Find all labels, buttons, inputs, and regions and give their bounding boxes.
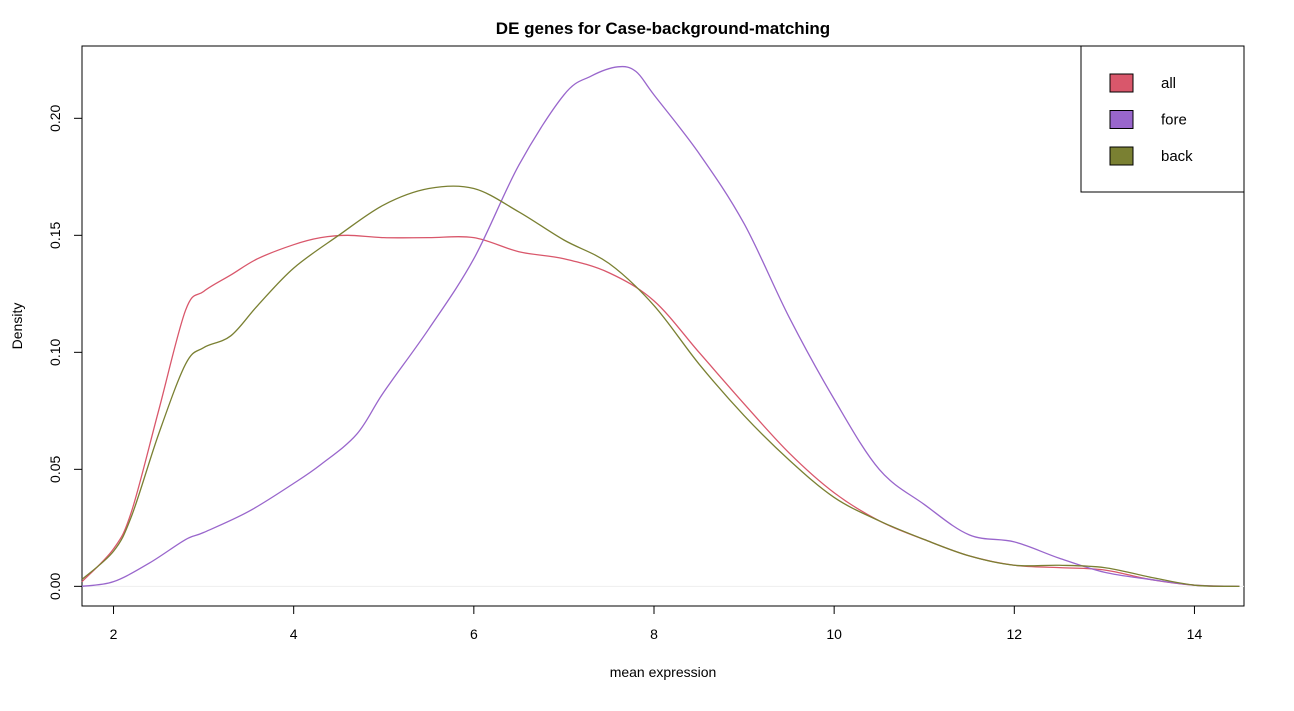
x-tick-label: 8 bbox=[650, 626, 658, 642]
x-tick-label: 12 bbox=[1007, 626, 1023, 642]
legend-label-back: back bbox=[1161, 148, 1193, 165]
plot-frame bbox=[81, 45, 1245, 607]
x-tick-label: 10 bbox=[826, 626, 842, 642]
legend: all fore back bbox=[1080, 45, 1245, 193]
legend-label-all: all bbox=[1161, 75, 1176, 92]
y-tick-label: 0.20 bbox=[47, 104, 63, 131]
legend-swatch-fore bbox=[1109, 110, 1134, 129]
y-tick-label: 0.00 bbox=[47, 573, 63, 600]
x-tick-label: 14 bbox=[1187, 626, 1203, 642]
y-tick-label: 0.10 bbox=[47, 338, 63, 365]
series-line-fore bbox=[81, 65, 1240, 587]
series-group bbox=[81, 65, 1244, 587]
series-line-back bbox=[81, 185, 1240, 587]
legend-swatch-back bbox=[1109, 146, 1134, 166]
x-tick-label: 6 bbox=[470, 626, 478, 642]
x-axis-label: mean expression bbox=[610, 664, 717, 680]
chart-title: DE genes for Case-background-matching bbox=[496, 19, 830, 38]
y-axis-label: Density bbox=[9, 303, 25, 350]
legend-label-fore: fore bbox=[1161, 112, 1187, 129]
x-tick-label: 4 bbox=[290, 626, 298, 642]
y-tick-label: 0.15 bbox=[47, 221, 63, 248]
x-axis: 2 4 6 8 10 12 14 bbox=[110, 606, 1203, 642]
x-tick-label: 2 bbox=[110, 626, 118, 642]
legend-box bbox=[1080, 45, 1245, 193]
legend-swatch-all bbox=[1109, 73, 1134, 93]
y-axis: 0.00 0.05 0.10 0.15 0.20 bbox=[47, 104, 82, 600]
y-tick-label: 0.05 bbox=[47, 455, 63, 482]
series-line-all bbox=[81, 234, 1240, 587]
